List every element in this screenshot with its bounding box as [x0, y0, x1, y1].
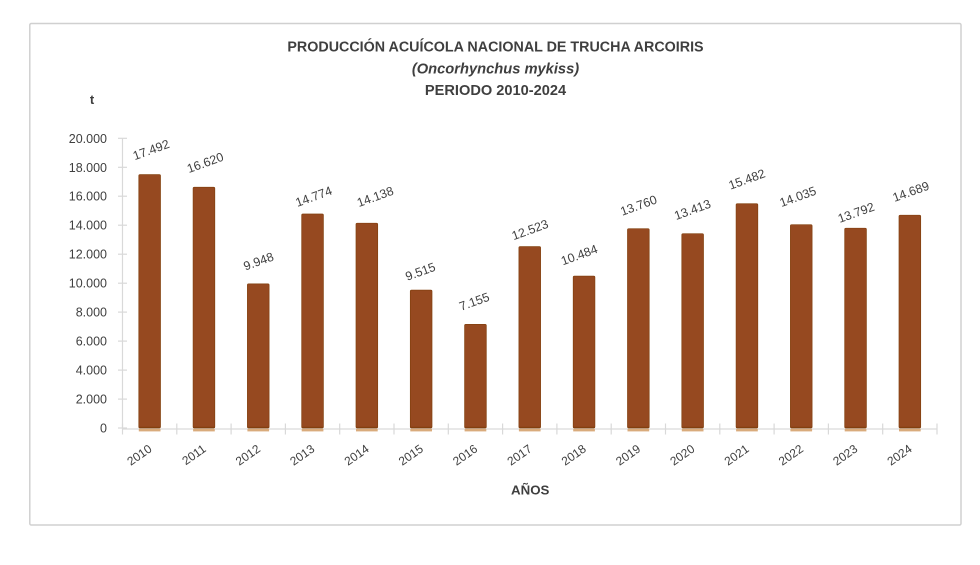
svg-text:4.000: 4.000 [76, 364, 107, 378]
svg-text:0: 0 [100, 422, 107, 436]
svg-text:PERIODO 2010-2024: PERIODO 2010-2024 [425, 83, 567, 99]
svg-text:16.000: 16.000 [69, 190, 107, 204]
svg-text:8.000: 8.000 [76, 306, 107, 320]
svg-text:12.000: 12.000 [69, 248, 107, 262]
svg-text:2.000: 2.000 [76, 393, 107, 407]
svg-text:(Oncorhynchus mykiss): (Oncorhynchus mykiss) [412, 62, 579, 78]
svg-text:14.000: 14.000 [69, 219, 107, 233]
svg-text:20.000: 20.000 [69, 132, 107, 146]
svg-text:6.000: 6.000 [76, 335, 107, 349]
svg-text:t: t [90, 92, 95, 107]
svg-text:AÑOS: AÑOS [511, 483, 550, 498]
svg-text:10.000: 10.000 [69, 277, 107, 291]
svg-text:PRODUCCIÓN ACUÍCOLA NACIONAL D: PRODUCCIÓN ACUÍCOLA NACIONAL DE TRUCHA A… [287, 38, 703, 56]
svg-text:18.000: 18.000 [69, 161, 107, 175]
